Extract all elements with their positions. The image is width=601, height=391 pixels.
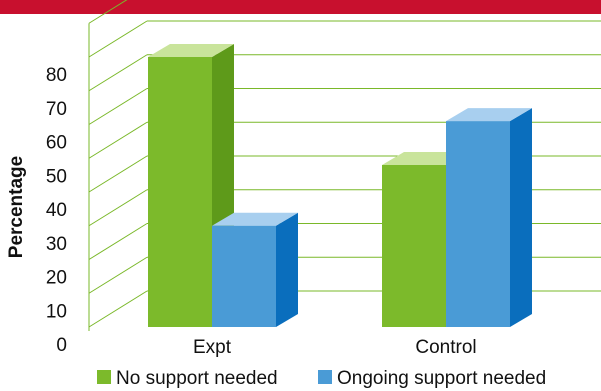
legend-label: Ongoing support needed — [337, 368, 546, 389]
bar-top — [446, 108, 532, 122]
legend-swatch — [97, 370, 111, 384]
x-category-label: Control — [415, 337, 476, 358]
bar — [212, 212, 298, 327]
top-accent-band — [0, 0, 601, 14]
legend-item: Ongoing support needed — [318, 368, 546, 389]
gridline — [88, 20, 601, 58]
y-tick-label: 0 — [56, 335, 67, 356]
bar-front — [148, 57, 212, 327]
bar — [446, 108, 532, 327]
y-tick-label: 40 — [46, 200, 67, 221]
bar-top — [212, 212, 298, 226]
legend-item: No support needed — [97, 368, 278, 389]
y-tick-label: 20 — [46, 268, 67, 289]
y-tick-label: 30 — [46, 234, 67, 255]
x-category-label: Expt — [193, 337, 232, 358]
legend-swatch — [318, 370, 332, 384]
gridline — [88, 0, 128, 24]
y-axis-title: Percentage — [6, 156, 27, 258]
y-tick-label: 10 — [46, 301, 67, 322]
bar-front — [212, 225, 276, 327]
bar-front — [382, 165, 446, 327]
y-tick-label: 80 — [46, 65, 67, 86]
y-tick-label: 70 — [46, 99, 67, 120]
bars — [148, 44, 532, 327]
y-tick-label: 60 — [46, 133, 67, 154]
y-tick-labels: 0 10 20 30 40 50 60 70 80 — [46, 65, 67, 356]
bar-front — [446, 121, 510, 327]
bar-side — [510, 108, 532, 327]
legend-label: No support needed — [116, 368, 278, 389]
y-tick-label: 50 — [46, 166, 67, 187]
bar-side — [276, 212, 298, 327]
legend: No support needed Ongoing support needed — [97, 368, 546, 389]
bar-top — [148, 44, 234, 57]
x-category-labels: Expt Control — [193, 337, 477, 358]
